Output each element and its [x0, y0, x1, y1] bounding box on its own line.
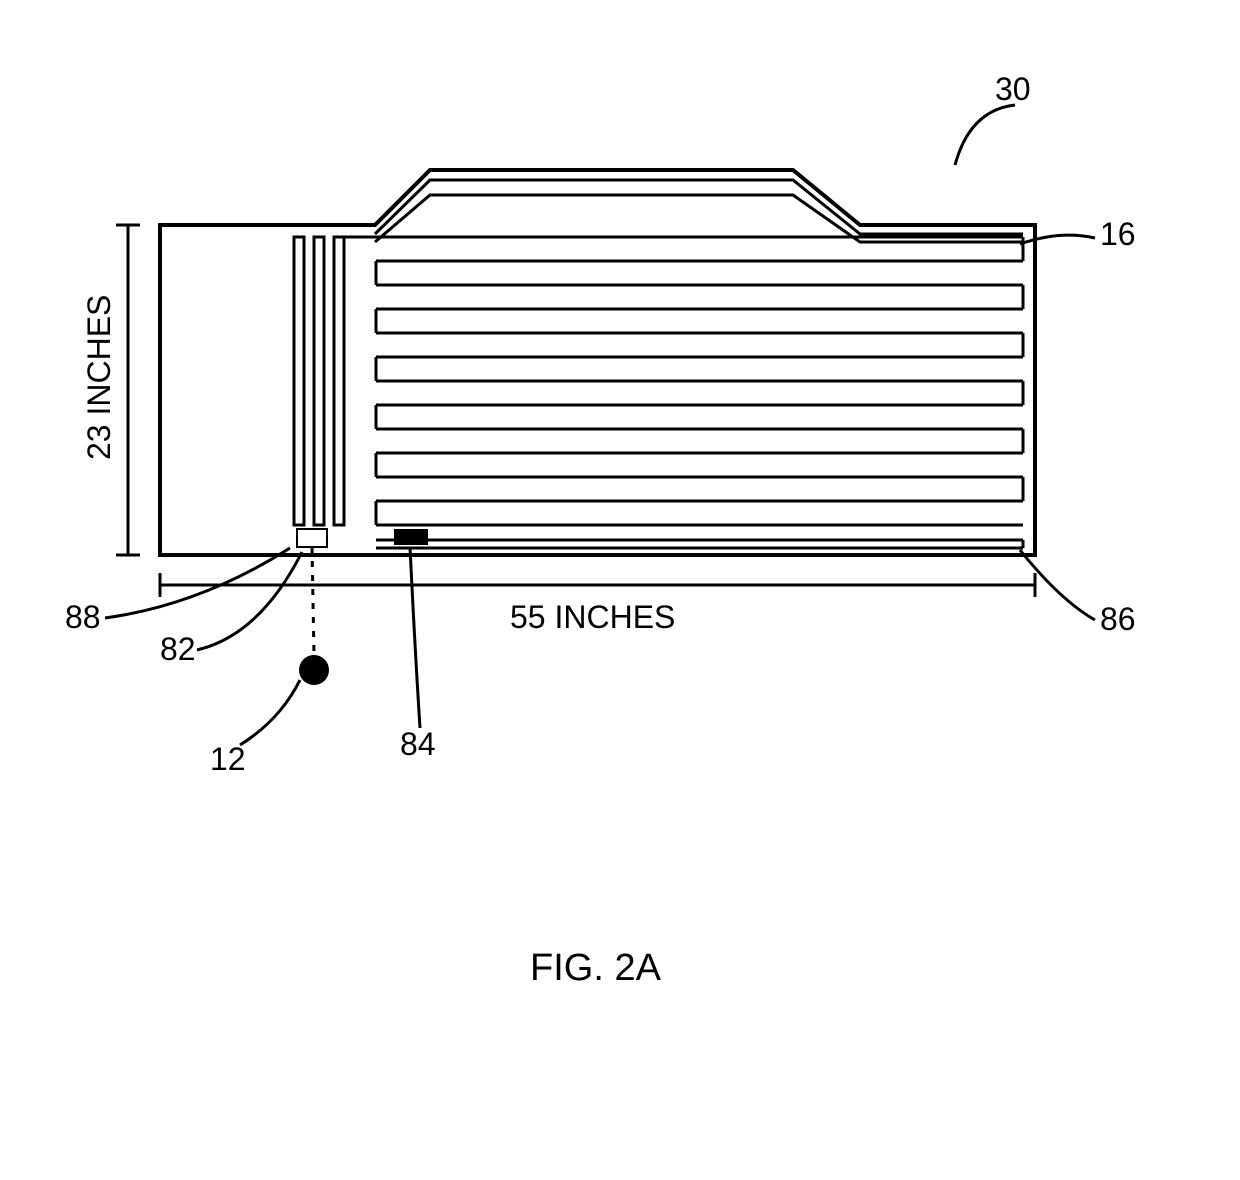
height-dimension: 23 INCHES: [81, 225, 140, 555]
component-12-black-circle: [299, 655, 329, 685]
lead-88: [105, 548, 290, 618]
device-outline: [160, 170, 1035, 555]
patent-figure: 23 INCHES 55 INCHES 30 16 86 84 12 82 88…: [0, 0, 1240, 1180]
width-label: 55 INCHES: [510, 599, 675, 635]
lead-30: [955, 105, 1015, 165]
ref-12: 12: [210, 741, 246, 777]
dashed-connector: [312, 547, 314, 655]
ref-30: 30: [995, 71, 1031, 107]
component-84-black-rect: [394, 529, 428, 545]
figure-title: FIG. 2A: [530, 947, 662, 989]
vertical-bars: [294, 237, 344, 525]
lead-84: [410, 547, 420, 728]
height-label: 23 INCHES: [81, 295, 117, 460]
lead-16: [1020, 235, 1095, 244]
top-trace-pair: [375, 180, 1023, 242]
ref-88: 88: [65, 599, 101, 635]
lead-82: [197, 552, 302, 650]
ref-16: 16: [1100, 216, 1136, 252]
lead-12: [240, 680, 300, 745]
horizontal-runs: [344, 237, 1023, 525]
ref-86: 86: [1100, 601, 1136, 637]
component-88-white-rect: [297, 529, 327, 547]
ref-84: 84: [400, 726, 436, 762]
ref-82: 82: [160, 631, 196, 667]
bottom-bar: [376, 540, 1023, 548]
width-dimension: 55 INCHES: [160, 573, 1035, 635]
